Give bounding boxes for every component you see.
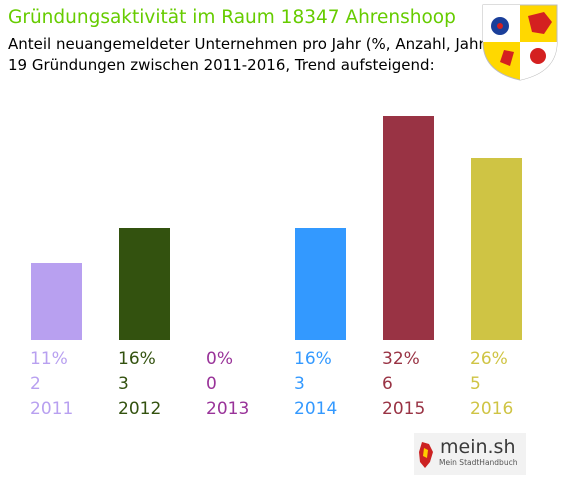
- percent-label-2014: 16%: [294, 349, 332, 369]
- bar-2014: [295, 228, 346, 340]
- bar-2016: [471, 158, 522, 340]
- percent-label-2011: 11%: [30, 349, 68, 369]
- chart-summary: 19 Gründungen zwischen 2011-2016, Trend …: [8, 56, 435, 74]
- count-label-2013: 0: [206, 374, 217, 394]
- percent-label-2012: 16%: [118, 349, 156, 369]
- count-label-2015: 6: [382, 374, 393, 394]
- brand-name: mein.sh: [440, 436, 516, 458]
- count-label-2016: 5: [470, 374, 481, 394]
- count-label-2011: 2: [30, 374, 41, 394]
- percent-label-2015: 32%: [382, 349, 420, 369]
- brand-logo-icon: [419, 442, 433, 468]
- brand-logo: mein.sh Mein StadtHandbuch: [414, 433, 526, 475]
- chart-subtitle: Anteil neuangemeldeter Unternehmen pro J…: [8, 35, 491, 53]
- percent-label-2013: 0%: [206, 349, 233, 369]
- bar-2011: [31, 263, 82, 340]
- percent-label-2016: 26%: [470, 349, 508, 369]
- count-label-2012: 3: [118, 374, 129, 394]
- year-label-2012: 2012: [118, 399, 161, 419]
- brand-tagline: Mein StadtHandbuch: [439, 458, 518, 467]
- bar-2015: [383, 116, 434, 340]
- year-label-2016: 2016: [470, 399, 513, 419]
- count-label-2014: 3: [294, 374, 305, 394]
- year-label-2014: 2014: [294, 399, 337, 419]
- year-label-2011: 2011: [30, 399, 73, 419]
- year-label-2013: 2013: [206, 399, 249, 419]
- year-label-2015: 2015: [382, 399, 425, 419]
- page-title: Gründungsaktivität im Raum 18347 Ahrensh…: [8, 7, 456, 28]
- coat-of-arms-icon: [482, 4, 558, 81]
- bar-2012: [119, 228, 170, 340]
